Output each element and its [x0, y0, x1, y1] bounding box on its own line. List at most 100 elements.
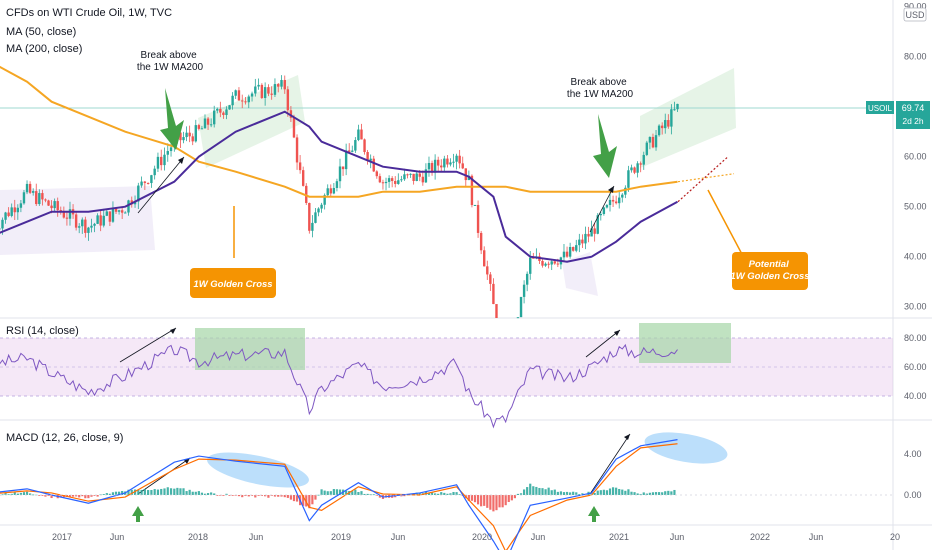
rsi-tick-label: 80.00 — [904, 333, 927, 343]
macd-histogram-bar — [400, 495, 403, 497]
ma50-projection — [677, 156, 729, 203]
ma200-projection — [677, 173, 735, 183]
macd-histogram-bar — [593, 492, 596, 495]
macd-histogram-bar — [366, 493, 369, 495]
candle-body — [427, 162, 431, 170]
candle-body — [363, 139, 366, 153]
candle-body — [608, 199, 612, 206]
up-arrow-icon — [132, 506, 144, 522]
macd-histogram-bar — [320, 489, 323, 495]
rsi-highlight-1 — [195, 328, 305, 370]
candle-body — [375, 171, 379, 177]
macd-histogram-bar — [605, 490, 609, 495]
candle-body — [614, 201, 618, 204]
macd-histogram-bar — [372, 494, 375, 496]
currency-button[interactable]: USD — [903, 7, 927, 22]
macd-layer — [0, 439, 893, 550]
candle-body — [56, 201, 59, 211]
macd-histogram-bar — [237, 495, 241, 497]
macd-line — [0, 439, 678, 550]
candle-body — [206, 118, 210, 125]
macd-histogram-bar — [670, 491, 673, 495]
candle-body — [486, 266, 489, 275]
candle-body — [254, 86, 257, 94]
macd-histogram-bar — [225, 493, 228, 495]
macd-histogram-bar — [108, 493, 111, 495]
candle-body — [257, 84, 260, 87]
macd-histogram-bar — [624, 490, 627, 495]
macd-highlight-2 — [644, 432, 728, 464]
candle-body — [301, 170, 305, 186]
macd-histogram-bar — [452, 491, 455, 495]
time-tick-label: Jun — [249, 532, 264, 542]
macd-histogram-bar — [507, 495, 510, 503]
price-tag: USOIL 69.74 2d 2h — [866, 101, 930, 129]
candle-body — [440, 165, 443, 168]
candle-body — [31, 191, 35, 193]
candle-body — [525, 273, 529, 285]
candle-body — [120, 210, 124, 213]
time-tick-label: 20 — [890, 532, 900, 542]
macd-histogram-bar — [302, 495, 305, 506]
macd-histogram-bar — [87, 495, 90, 499]
macd-histogram-bar — [117, 491, 121, 495]
macd-histogram-bar — [222, 495, 225, 496]
chart-title: CFDs on WTI Crude Oil, 1W, TVC — [6, 7, 172, 19]
rsi-trend-arrow — [119, 327, 177, 363]
candle-body — [581, 239, 584, 244]
candle-body — [19, 203, 23, 208]
candle-body — [418, 173, 421, 177]
macd-histogram-bar — [150, 490, 153, 495]
ma50-line — [0, 110, 678, 263]
candle-body — [137, 185, 140, 202]
macd-histogram-bar — [197, 491, 200, 495]
macd-histogram-bar — [498, 495, 501, 508]
candle-body — [384, 181, 388, 184]
price-tag-box — [896, 101, 930, 129]
candle-body — [283, 79, 286, 90]
time-tick-label: 2018 — [188, 532, 208, 542]
macd-histogram-bar — [133, 489, 137, 495]
macd-histogram-bar — [621, 489, 624, 495]
candle-body — [329, 188, 332, 194]
candle-body — [596, 215, 599, 234]
trend-arrow-line — [137, 156, 185, 214]
break-above-note-2: Break above the 1W MA200 — [567, 77, 634, 100]
macd-histogram-bar — [254, 495, 257, 498]
candle-body — [571, 247, 575, 251]
candle-body — [4, 212, 7, 220]
macd-histogram-bar — [81, 495, 84, 497]
potential-golden-cross-label: Potential 1W Golden Cross — [730, 259, 809, 282]
candle-body — [403, 174, 406, 180]
macd-histogram-bar — [47, 495, 50, 496]
channel-up-zone-1 — [198, 75, 305, 168]
candle-body — [163, 154, 166, 166]
macd-histogram-bar — [581, 493, 584, 495]
candle-body — [369, 158, 372, 161]
macd-histogram-bar — [351, 491, 354, 495]
candle-body — [241, 100, 244, 102]
rsi-line — [0, 343, 678, 429]
candle-body — [532, 257, 535, 259]
candle-body — [489, 274, 492, 284]
macd-histogram-bar — [137, 489, 140, 495]
macd-histogram-bar — [163, 488, 166, 495]
candle-body — [424, 169, 428, 183]
potential-line-2: 1W Golden Cross — [730, 271, 809, 282]
macd-histogram-bar — [130, 489, 133, 495]
macd-histogram-bar — [495, 495, 498, 511]
macd-histogram-bar — [176, 487, 179, 495]
candle-body — [277, 84, 280, 87]
candle-body — [590, 228, 593, 237]
macd-histogram-bar — [575, 492, 578, 495]
candle-body — [642, 154, 645, 165]
candle-body — [197, 125, 201, 129]
currency-button-frame[interactable] — [903, 7, 927, 22]
candle-body — [568, 247, 572, 257]
macd-histogram-bar — [50, 495, 53, 499]
macd-histogram-bar — [673, 489, 676, 495]
currency-label[interactable]: USD — [905, 10, 925, 20]
candle-body — [50, 205, 53, 209]
candle-body — [519, 296, 523, 318]
candle-body — [578, 239, 581, 246]
